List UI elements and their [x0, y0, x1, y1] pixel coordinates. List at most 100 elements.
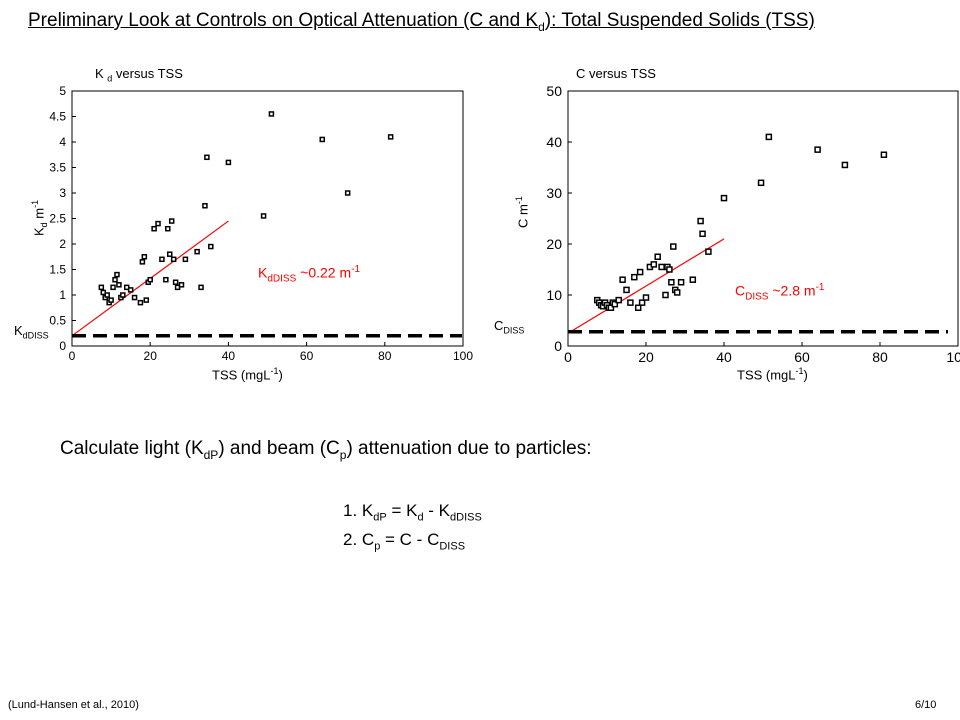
left-data-point: [147, 276, 153, 283]
left-x-tick-label: 80: [378, 349, 392, 363]
left-baseline-label: KdDISS: [14, 323, 49, 341]
left-data-point: [110, 284, 116, 291]
left-data-point: [159, 256, 165, 263]
right-data-point: [668, 279, 675, 286]
equation-2: 2. Cp = C - CDISS: [343, 530, 466, 553]
right-data-point: [662, 291, 669, 299]
right-y-tick-label: 20: [546, 236, 562, 252]
right-data-point: [611, 300, 619, 308]
left-data-point: [98, 284, 105, 291]
right-x-tick-label: 60: [794, 349, 810, 365]
left-data-point: [127, 287, 134, 293]
left-y-tick-label: 0.5: [49, 314, 66, 328]
left-data-point: [139, 259, 146, 265]
right-x-tick-label: 80: [872, 349, 888, 365]
right-data-point: [623, 286, 630, 294]
left-data-point: [114, 271, 120, 278]
left-y-tick-label: 1: [59, 288, 66, 302]
left-data-point: [319, 136, 325, 143]
left-data-point: [172, 279, 179, 285]
left-data-point: [141, 254, 148, 260]
right-data-point: [677, 279, 685, 286]
right-data-point: [670, 243, 677, 250]
left-data-point: [225, 159, 232, 166]
left-data-point: [112, 276, 118, 283]
left-data-point: [170, 256, 177, 263]
left-data-point: [168, 218, 175, 224]
left-data-point: [104, 292, 110, 298]
left-x-tick-label: 20: [144, 349, 158, 363]
right-x-tick-label: 0: [564, 349, 572, 365]
left-y-tick-label: 3: [59, 186, 66, 200]
left-y-tick-label: 0: [59, 339, 66, 353]
right-data-point: [638, 299, 646, 306]
left-data-point: [202, 203, 208, 209]
left-y-tick-label: 2: [59, 237, 66, 251]
left-data-point: [151, 225, 157, 232]
left-data-point: [204, 154, 210, 161]
right-x-tick-label: 40: [716, 349, 732, 365]
calculation-heading: Calculate light (KdP) and beam (Cp) atte…: [60, 438, 592, 462]
right-data-point: [880, 151, 888, 158]
left-x-tick-label: 40: [222, 349, 236, 363]
right-data-point: [673, 289, 681, 296]
right-data-point: [634, 304, 642, 311]
left-y-tick-label: 4.5: [49, 110, 66, 124]
right-data-point: [757, 179, 765, 187]
right-data-point: [619, 276, 626, 283]
right-data-point: [636, 268, 644, 276]
left-data-point: [155, 220, 161, 227]
right-data-point: [720, 194, 728, 202]
right-y-tick-label: 30: [546, 185, 562, 201]
left-data-point: [387, 134, 394, 140]
right-data-point: [697, 217, 704, 225]
left-data-point: [163, 276, 169, 283]
left-y-tick-label: 1.5: [49, 263, 66, 277]
right-data-point: [650, 261, 658, 268]
left-data-point: [116, 282, 122, 288]
right-plot-frame: [567, 90, 959, 347]
left-data-point: [131, 294, 138, 301]
right-data-point: [631, 273, 638, 281]
right-data-point: [642, 294, 650, 301]
right-data-point: [765, 133, 773, 141]
right-data-point: [705, 248, 712, 255]
left-y-tick-label: 2.5: [49, 212, 66, 226]
left-data-point: [108, 297, 114, 303]
right-chart-title: C versus TSS: [576, 66, 656, 81]
right-y-tick-label: 50: [546, 83, 562, 99]
left-data-point: [165, 225, 171, 232]
left-y-tick-label: 4: [59, 135, 66, 149]
right-x-axis-label: TSS (mgL-1): [737, 366, 808, 383]
left-data-point: [208, 243, 214, 250]
right-y-tick-label: 40: [546, 134, 562, 150]
right-data-point: [654, 253, 661, 260]
right-data-point: [699, 230, 706, 238]
left-x-tick-label: 60: [300, 349, 314, 363]
left-annotation: KdDISS ~0.22 m-1: [258, 264, 361, 285]
slide-title: Preliminary Look at Controls on Optical …: [28, 10, 815, 34]
left-data-point: [137, 299, 144, 306]
right-annotation: CDISS ~2.8 m-1: [735, 282, 825, 303]
page-number: 6/10: [915, 699, 937, 711]
left-data-point: [167, 251, 173, 257]
left-data-point: [143, 297, 150, 303]
right-baseline-label: CDISS: [494, 318, 525, 336]
left-chart-title: K d versus TSS: [95, 66, 183, 84]
left-x-tick-label: 0: [69, 349, 76, 363]
right-data-point: [666, 266, 673, 273]
right-y-tick-label: 10: [546, 287, 562, 303]
right-x-tick-label: 100: [946, 349, 960, 365]
left-data-point: [120, 292, 126, 298]
left-data-point: [178, 282, 185, 288]
citation: (Lund-Hansen et al., 2010): [8, 699, 139, 711]
left-data-point: [198, 284, 204, 291]
right-data-point: [841, 161, 849, 169]
left-data-point: [344, 190, 351, 196]
left-y-tick-label: 3.5: [49, 161, 66, 175]
left-data-point: [260, 213, 267, 219]
left-y-tick-label: 5: [59, 84, 66, 98]
right-x-tick-label: 20: [638, 349, 654, 365]
left-data-point: [182, 256, 189, 263]
